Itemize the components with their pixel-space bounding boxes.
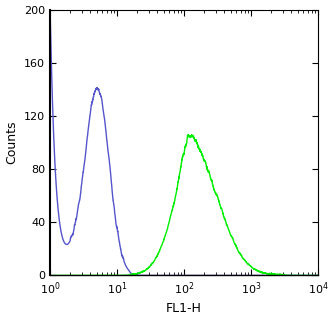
X-axis label: FL1-H: FL1-H (166, 302, 202, 316)
Y-axis label: Counts: Counts (6, 121, 19, 164)
